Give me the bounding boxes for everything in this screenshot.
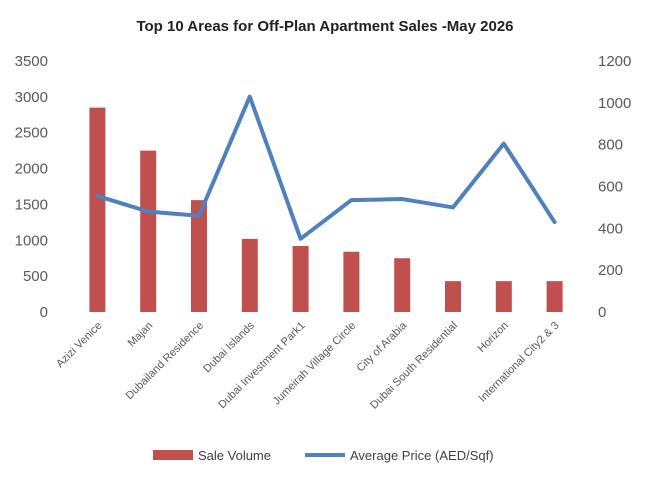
bar-sale-volume xyxy=(546,281,563,312)
left-axis: 0 500 1000 1500 2000 2500 3000 3500 xyxy=(15,53,48,321)
left-tick-label: 500 xyxy=(23,268,48,285)
legend: Sale Volume Average Price (AED/Sqf) xyxy=(153,448,494,463)
right-tick-label: 400 xyxy=(598,220,623,237)
category-label: City of Arabia xyxy=(355,319,410,374)
left-tick-label: 2500 xyxy=(15,125,48,142)
legend-label-average-price: Average Price (AED/Sqf) xyxy=(350,448,494,463)
bar-sale-volume xyxy=(140,150,157,312)
bar-sale-volume xyxy=(241,238,258,312)
category-label: Majan xyxy=(126,320,156,350)
bar-sale-volume xyxy=(394,258,411,312)
left-tick-label: 1000 xyxy=(15,232,48,249)
category-label: Horizon xyxy=(476,320,511,355)
right-tick-label: 200 xyxy=(598,262,623,279)
right-tick-label: 1000 xyxy=(598,95,631,112)
left-tick-label: 2000 xyxy=(15,161,48,178)
line-series xyxy=(95,94,557,241)
bar-sale-volume xyxy=(191,200,207,312)
right-tick-label: 800 xyxy=(598,137,623,154)
bar-sale-volume xyxy=(445,281,461,312)
left-tick-label: 3000 xyxy=(15,89,48,106)
left-tick-label: 1500 xyxy=(15,196,48,213)
bar-sale-volume xyxy=(292,246,309,312)
chart-title: Top 10 Areas for Off-Plan Apartment Sale… xyxy=(136,18,513,35)
bar-series xyxy=(89,107,563,312)
category-label: Dubai Investment Park1 xyxy=(216,320,307,411)
bar-sale-volume xyxy=(89,107,106,312)
category-label: Azizi Venice xyxy=(54,320,104,370)
right-tick-label: 0 xyxy=(598,304,606,321)
category-label: Dubai Islands xyxy=(201,319,257,375)
right-tick-label: 1200 xyxy=(598,53,631,70)
right-axis: 0 200 400 600 800 1000 1200 xyxy=(598,53,631,321)
legend-label-sale-volume: Sale Volume xyxy=(198,448,271,463)
legend-swatch-sale-volume xyxy=(153,450,193,460)
left-tick-label: 0 xyxy=(40,304,48,321)
right-tick-label: 600 xyxy=(598,179,623,196)
category-label: Dubai South Residential xyxy=(368,320,460,412)
line-average-price xyxy=(95,94,557,241)
bar-sale-volume xyxy=(343,251,360,312)
category-label: Jumeirah Village Circle xyxy=(271,320,359,408)
bar-sale-volume xyxy=(495,281,512,312)
left-tick-label: 3500 xyxy=(15,53,48,70)
